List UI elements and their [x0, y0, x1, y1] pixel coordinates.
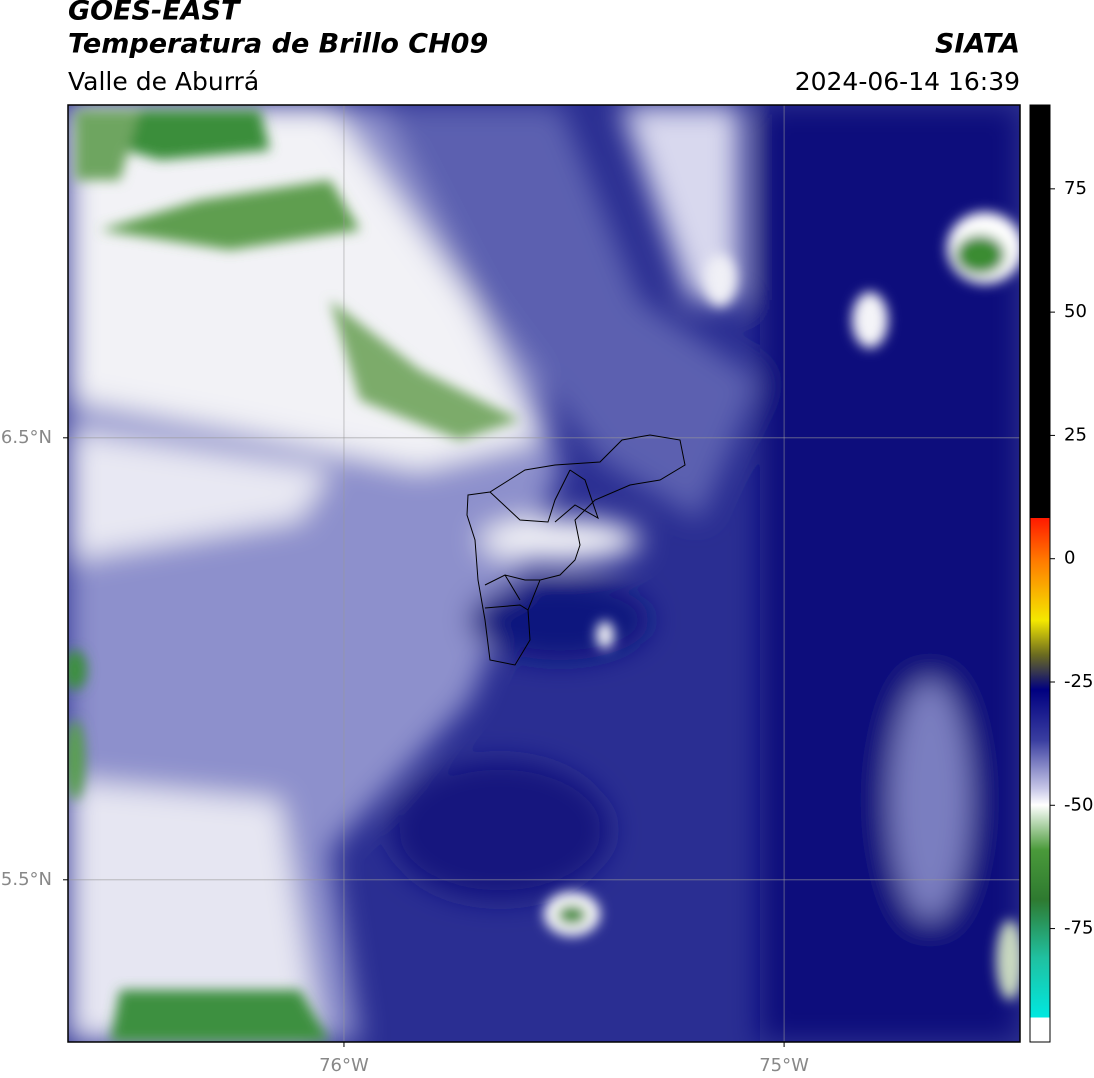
colorbar-tick-label: 25 — [1064, 424, 1087, 445]
graticule — [68, 105, 1020, 1042]
title: GOES-EAST — [68, 0, 242, 27]
region: Valle de Aburrá — [68, 67, 259, 96]
lat-tick-label: 5.5°N — [1, 869, 52, 890]
subtitle: Temperatura de Brillo CH09 — [68, 29, 488, 60]
colorbar-tick-label: 0 — [1064, 548, 1075, 569]
colorbar — [1029, 104, 1051, 1043]
colorbar-tick-label: 75 — [1064, 178, 1087, 199]
colorbar-tick-label: -50 — [1064, 794, 1093, 815]
aburra-valley-boundary — [466, 434, 686, 666]
colorbar-tick-label: 50 — [1064, 301, 1087, 322]
source: SIATA — [935, 29, 1020, 60]
map-frame — [67, 104, 1021, 1043]
colorbar-tick-label: -75 — [1064, 918, 1093, 939]
satellite-image — [68, 105, 1020, 1042]
datetime: 2024-06-14 16:39 — [795, 67, 1020, 96]
colorbar-tick-label: -25 — [1064, 671, 1093, 692]
lon-tick-label: 76°W — [319, 1055, 369, 1076]
lon-tick-label: 75°W — [759, 1055, 809, 1076]
lat-tick-label: 6.5°N — [1, 427, 52, 448]
